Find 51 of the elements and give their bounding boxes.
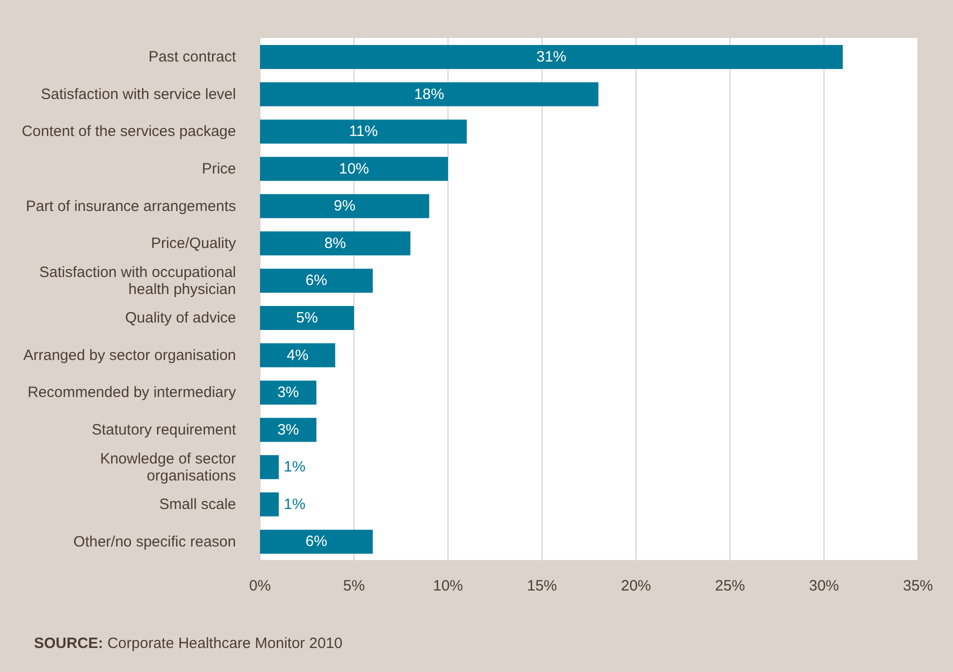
bar [260, 82, 598, 106]
x-tick-label: 0% [249, 578, 271, 595]
bar [260, 194, 430, 218]
bar [260, 492, 279, 516]
x-tick-label: 35% [902, 578, 934, 595]
y-tick-label: Past contract [148, 48, 237, 66]
data-label: 10% [338, 160, 370, 178]
data-label: 9% [334, 198, 356, 215]
bar [260, 120, 467, 144]
y-tick-label: Arranged by sector organisation [23, 346, 236, 364]
data-label: 3% [277, 421, 300, 438]
bar [260, 418, 316, 442]
y-tick-label: Quality of advice [125, 309, 236, 326]
x-tick-label: 5% [343, 578, 365, 595]
x-tick-label: 30% [808, 578, 840, 595]
y-tick-label: Satisfaction with occupational health physician [39, 263, 236, 298]
bar [260, 231, 410, 256]
data-label: 5% [296, 310, 318, 326]
y-tick-label: Recommended by intermediary [28, 384, 236, 401]
y-tick-label: Statutory requirement [92, 421, 237, 438]
x-tick-label: 15% [526, 578, 558, 595]
bar [260, 455, 279, 480]
y-tick-label: Price/Quality [150, 234, 236, 252]
bar [260, 306, 354, 330]
bar [260, 530, 373, 554]
bar [260, 156, 448, 181]
bar [260, 380, 316, 405]
bar [260, 268, 373, 293]
x-tick-label: 20% [620, 578, 652, 595]
y-tick-label: Other/no specific reason [73, 532, 236, 550]
data-label: 31% [536, 48, 566, 66]
data-label: 11% [348, 123, 378, 140]
data-label: 3% [277, 384, 300, 402]
data-label: 18% [414, 86, 444, 103]
bar [260, 343, 336, 368]
y-tick-label: Price [202, 160, 236, 177]
data-label: 1% [284, 458, 306, 476]
y-tick-label: Knowledge of sector organisations [100, 450, 236, 484]
data-label: 4% [286, 346, 308, 364]
y-tick-label: Small scale [159, 496, 236, 513]
data-label: 6% [306, 272, 328, 290]
x-tick-label: 25% [714, 578, 746, 595]
bar [260, 45, 843, 69]
source-note: SOURCE: Corporate Healthcare Monitor 2010 [34, 635, 342, 652]
x-tick-label: 10% [432, 578, 464, 595]
data-label: 6% [306, 533, 328, 550]
y-tick-label: Content of the services package [22, 122, 236, 140]
data-label: 8% [324, 234, 346, 252]
y-tick-label: Satisfaction with service level [40, 85, 236, 102]
y-tick-label: Part of insurance arrangements [26, 197, 236, 214]
data-label: 1% [284, 496, 306, 513]
